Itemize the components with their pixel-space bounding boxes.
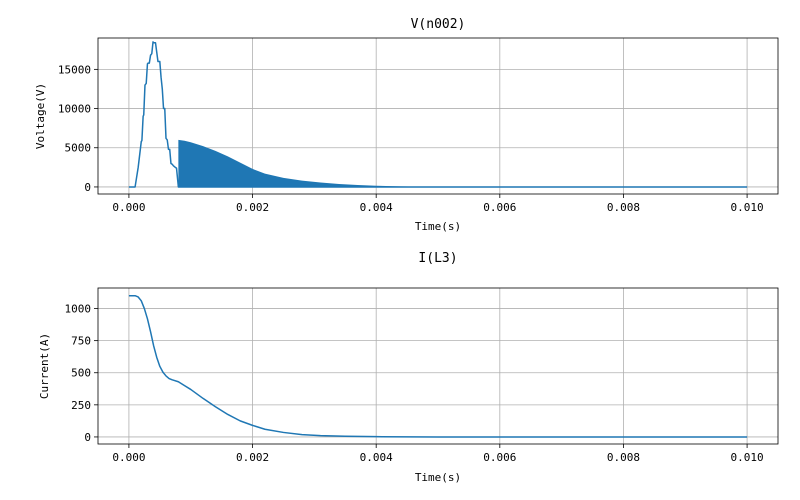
voltage-x-tick-label: 0.010 <box>731 201 764 214</box>
current-x-tick-label: 0.004 <box>360 451 393 464</box>
voltage-y-ticks: 0 5000 10000 15000 <box>58 63 98 194</box>
current-x-axis-label: Time(s) <box>415 471 461 484</box>
current-series-line <box>128 294 748 438</box>
current-y-axis-label: Current(A) <box>38 333 51 399</box>
voltage-chart: 0.000 0.002 0.004 0.006 0.008 0.010 0 5000 1000… <box>34 17 779 233</box>
voltage-y-tick-label: 5000 <box>65 142 92 155</box>
current-plot-frame <box>97 287 779 445</box>
current-y-tick-label: 750 <box>71 335 91 348</box>
voltage-x-tick-label: 0.002 <box>236 201 269 214</box>
current-x-tick-label: 0.006 <box>483 451 516 464</box>
voltage-x-ticks: 0.000 0.002 0.004 0.006 0.008 0.010 <box>112 194 764 214</box>
voltage-y-axis-label: Voltage(V) <box>34 83 47 149</box>
current-y-tick-label: 0 <box>84 431 91 444</box>
current-y-ticks: 0 250 500 750 1000 <box>65 303 98 444</box>
voltage-chart-title: V(n002) <box>411 17 466 32</box>
current-x-tick-label: 0.000 <box>112 451 145 464</box>
current-chart: 0.000 0.002 0.004 0.006 0.008 0.010 0 250 500 75… <box>38 251 779 484</box>
current-y-tick-label: 1000 <box>65 303 92 316</box>
current-y-tick-label: 500 <box>71 367 91 380</box>
current-chart-title: I(L3) <box>418 251 457 266</box>
voltage-y-tick-label: 15000 <box>58 63 91 76</box>
current-x-ticks: 0.000 0.002 0.004 0.006 0.008 0.010 <box>112 444 764 464</box>
voltage-oscillation-band <box>178 139 426 187</box>
voltage-oscillation-envelope <box>178 139 426 187</box>
voltage-x-tick-label: 0.008 <box>607 201 640 214</box>
current-x-tick-label: 0.010 <box>731 451 764 464</box>
voltage-plot-frame <box>97 37 779 195</box>
current-y-tick-label: 250 <box>71 399 91 412</box>
voltage-x-tick-label: 0.000 <box>112 201 145 214</box>
voltage-y-tick-label: 10000 <box>58 103 91 116</box>
voltage-x-tick-label: 0.006 <box>483 201 516 214</box>
voltage-series-line <box>128 41 748 188</box>
voltage-x-axis-label: Time(s) <box>415 220 461 233</box>
current-x-tick-label: 0.008 <box>607 451 640 464</box>
voltage-y-tick-label: 0 <box>84 181 91 194</box>
voltage-x-tick-label: 0.004 <box>360 201 393 214</box>
current-x-tick-label: 0.002 <box>236 451 269 464</box>
